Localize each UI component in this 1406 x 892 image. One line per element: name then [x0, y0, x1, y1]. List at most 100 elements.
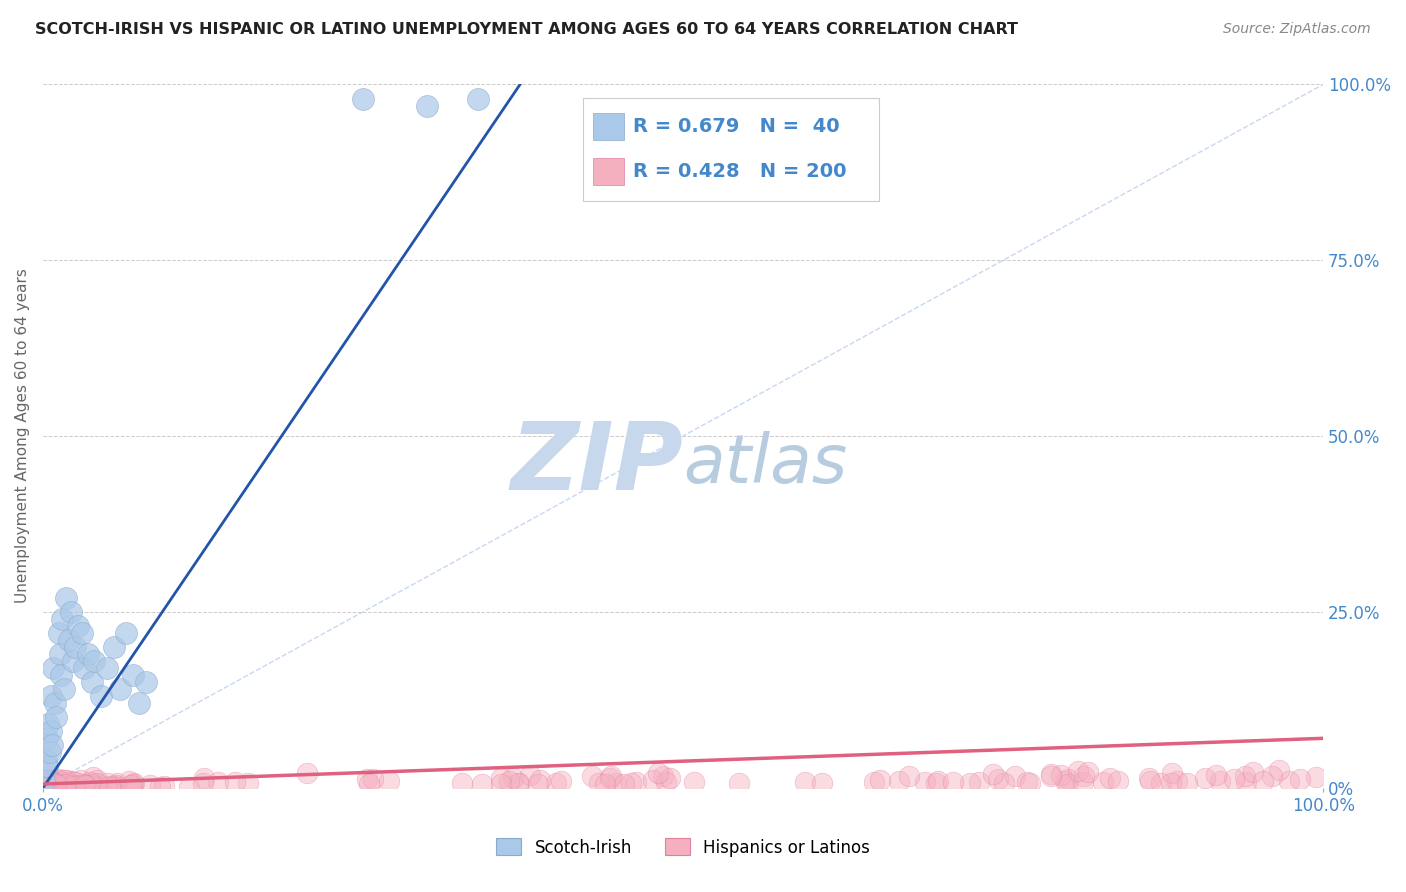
Point — [44, 696, 66, 710]
Point — [39, 775, 62, 789]
Point — [927, 773, 949, 788]
Point — [35, 775, 58, 789]
Point — [34, 780, 56, 794]
Point — [44, 780, 66, 794]
Point — [1091, 775, 1114, 789]
Text: ZIP: ZIP — [510, 418, 683, 510]
Point — [105, 776, 128, 790]
Point — [77, 647, 100, 661]
Point — [38, 776, 60, 790]
Point — [42, 779, 65, 793]
Point — [59, 778, 82, 792]
Text: atlas: atlas — [683, 431, 848, 497]
Point — [120, 778, 142, 792]
Point — [41, 780, 63, 794]
Point — [72, 777, 94, 791]
Point — [588, 776, 610, 790]
Point — [73, 661, 96, 675]
Point — [69, 773, 91, 788]
Point — [508, 776, 530, 790]
Point — [75, 779, 97, 793]
Point — [58, 632, 80, 647]
Point — [502, 772, 524, 786]
Point — [52, 780, 75, 794]
Point — [811, 775, 834, 789]
Point — [45, 710, 67, 724]
Point — [55, 591, 77, 605]
Point — [39, 774, 62, 789]
Point — [59, 780, 82, 794]
Point — [1071, 774, 1094, 789]
Point — [659, 771, 682, 785]
Point — [967, 775, 990, 789]
Point — [914, 775, 936, 789]
Text: R = 0.679   N =  40: R = 0.679 N = 40 — [633, 117, 839, 136]
Point — [897, 769, 920, 783]
Point — [794, 775, 817, 789]
Point — [60, 773, 83, 788]
Point — [1223, 772, 1246, 787]
Point — [67, 780, 90, 794]
Point — [39, 689, 62, 703]
Point — [224, 774, 246, 789]
Point — [60, 779, 83, 793]
Point — [1241, 764, 1264, 779]
Point — [70, 780, 93, 794]
Point — [53, 780, 76, 794]
Point — [34, 780, 56, 795]
Point — [51, 774, 73, 789]
Point — [1039, 769, 1062, 783]
Point — [32, 780, 55, 794]
Point — [77, 777, 100, 791]
Point — [90, 689, 112, 703]
Point — [121, 668, 143, 682]
Point — [1268, 763, 1291, 777]
Point — [641, 773, 664, 788]
Point — [44, 775, 66, 789]
Point — [62, 779, 84, 793]
Point — [352, 91, 374, 105]
Point — [526, 777, 548, 791]
Point — [103, 780, 125, 794]
Point — [359, 777, 381, 791]
Point — [96, 661, 118, 675]
Point — [925, 776, 948, 790]
Point — [600, 769, 623, 783]
Point — [887, 773, 910, 788]
Point — [35, 778, 58, 792]
Point — [1057, 776, 1080, 790]
Point — [620, 776, 643, 790]
Point — [53, 777, 76, 791]
Point — [39, 780, 62, 794]
Text: R = 0.428   N = 200: R = 0.428 N = 200 — [633, 161, 846, 181]
Point — [80, 779, 103, 793]
Point — [529, 773, 551, 788]
Point — [63, 640, 86, 654]
Point — [70, 779, 93, 793]
Point — [35, 779, 58, 793]
Point — [519, 768, 541, 782]
Point — [647, 765, 669, 780]
Point — [35, 752, 58, 766]
Point — [121, 780, 143, 795]
Point — [86, 773, 108, 788]
Point — [34, 780, 56, 794]
Point — [135, 675, 157, 690]
Point — [58, 775, 80, 789]
Point — [66, 619, 89, 633]
Point — [38, 779, 60, 793]
Point — [1053, 774, 1076, 789]
Point — [728, 776, 751, 790]
Point — [654, 774, 676, 789]
Point — [49, 780, 72, 794]
Point — [613, 777, 636, 791]
Point — [295, 766, 318, 780]
Point — [39, 724, 62, 739]
Point — [34, 778, 56, 792]
Point — [105, 779, 128, 793]
Point — [191, 776, 214, 790]
Point — [52, 682, 75, 697]
Point — [177, 780, 200, 794]
Point — [79, 779, 101, 793]
Point — [42, 661, 65, 675]
